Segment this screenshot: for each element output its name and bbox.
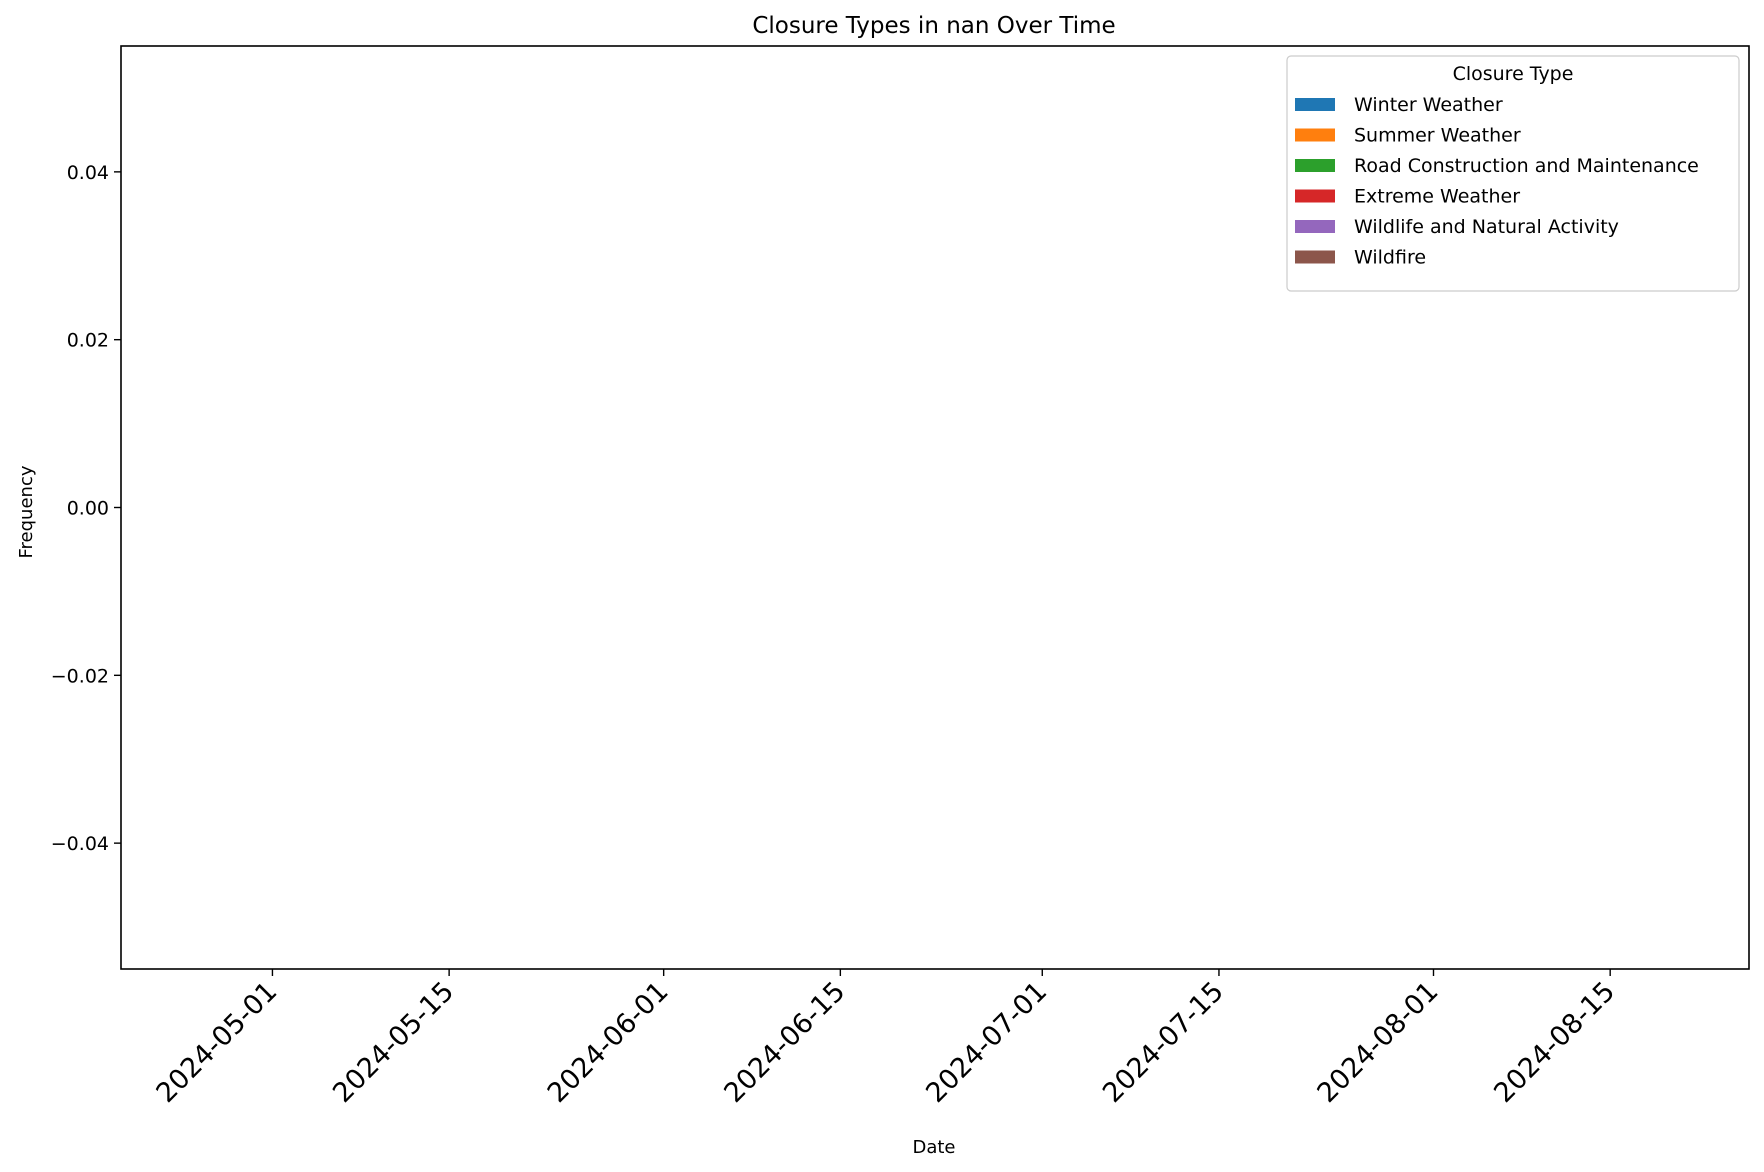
chart-title: Closure Types in nan Over Time [752,13,1115,39]
legend-swatch [1295,189,1335,203]
y-axis-label: Frequency [16,465,37,558]
legend-entry-label: Summer Weather [1354,125,1521,147]
y-tick-label: −0.02 [51,665,109,687]
legend-swatch [1295,159,1335,172]
legend-entry-label: Wildlife and Natural Activity [1354,216,1619,238]
legend-entry-label: Wildfire [1354,247,1426,269]
legend-entry-label: Extreme Weather [1354,186,1520,208]
legend-swatch [1295,250,1335,264]
x-axis-label: Date [912,1137,955,1158]
legend-swatch [1295,98,1335,111]
legend: Closure Type Winter Weather Summer Weather… [1286,55,1740,292]
y-tick-label: 0.00 [67,498,109,520]
legend-entry-label: Winter Weather [1354,94,1503,116]
y-tick-label: −0.04 [51,833,109,855]
legend-swatch [1295,220,1335,233]
y-tick-label: 0.02 [67,330,109,352]
legend-swatch [1295,128,1335,142]
legend-box [1286,55,1740,292]
legend-entry-label: Road Construction and Maintenance [1354,155,1699,177]
legend-title: Closure Type [1453,63,1574,85]
y-tick-label: 0.04 [67,162,109,184]
